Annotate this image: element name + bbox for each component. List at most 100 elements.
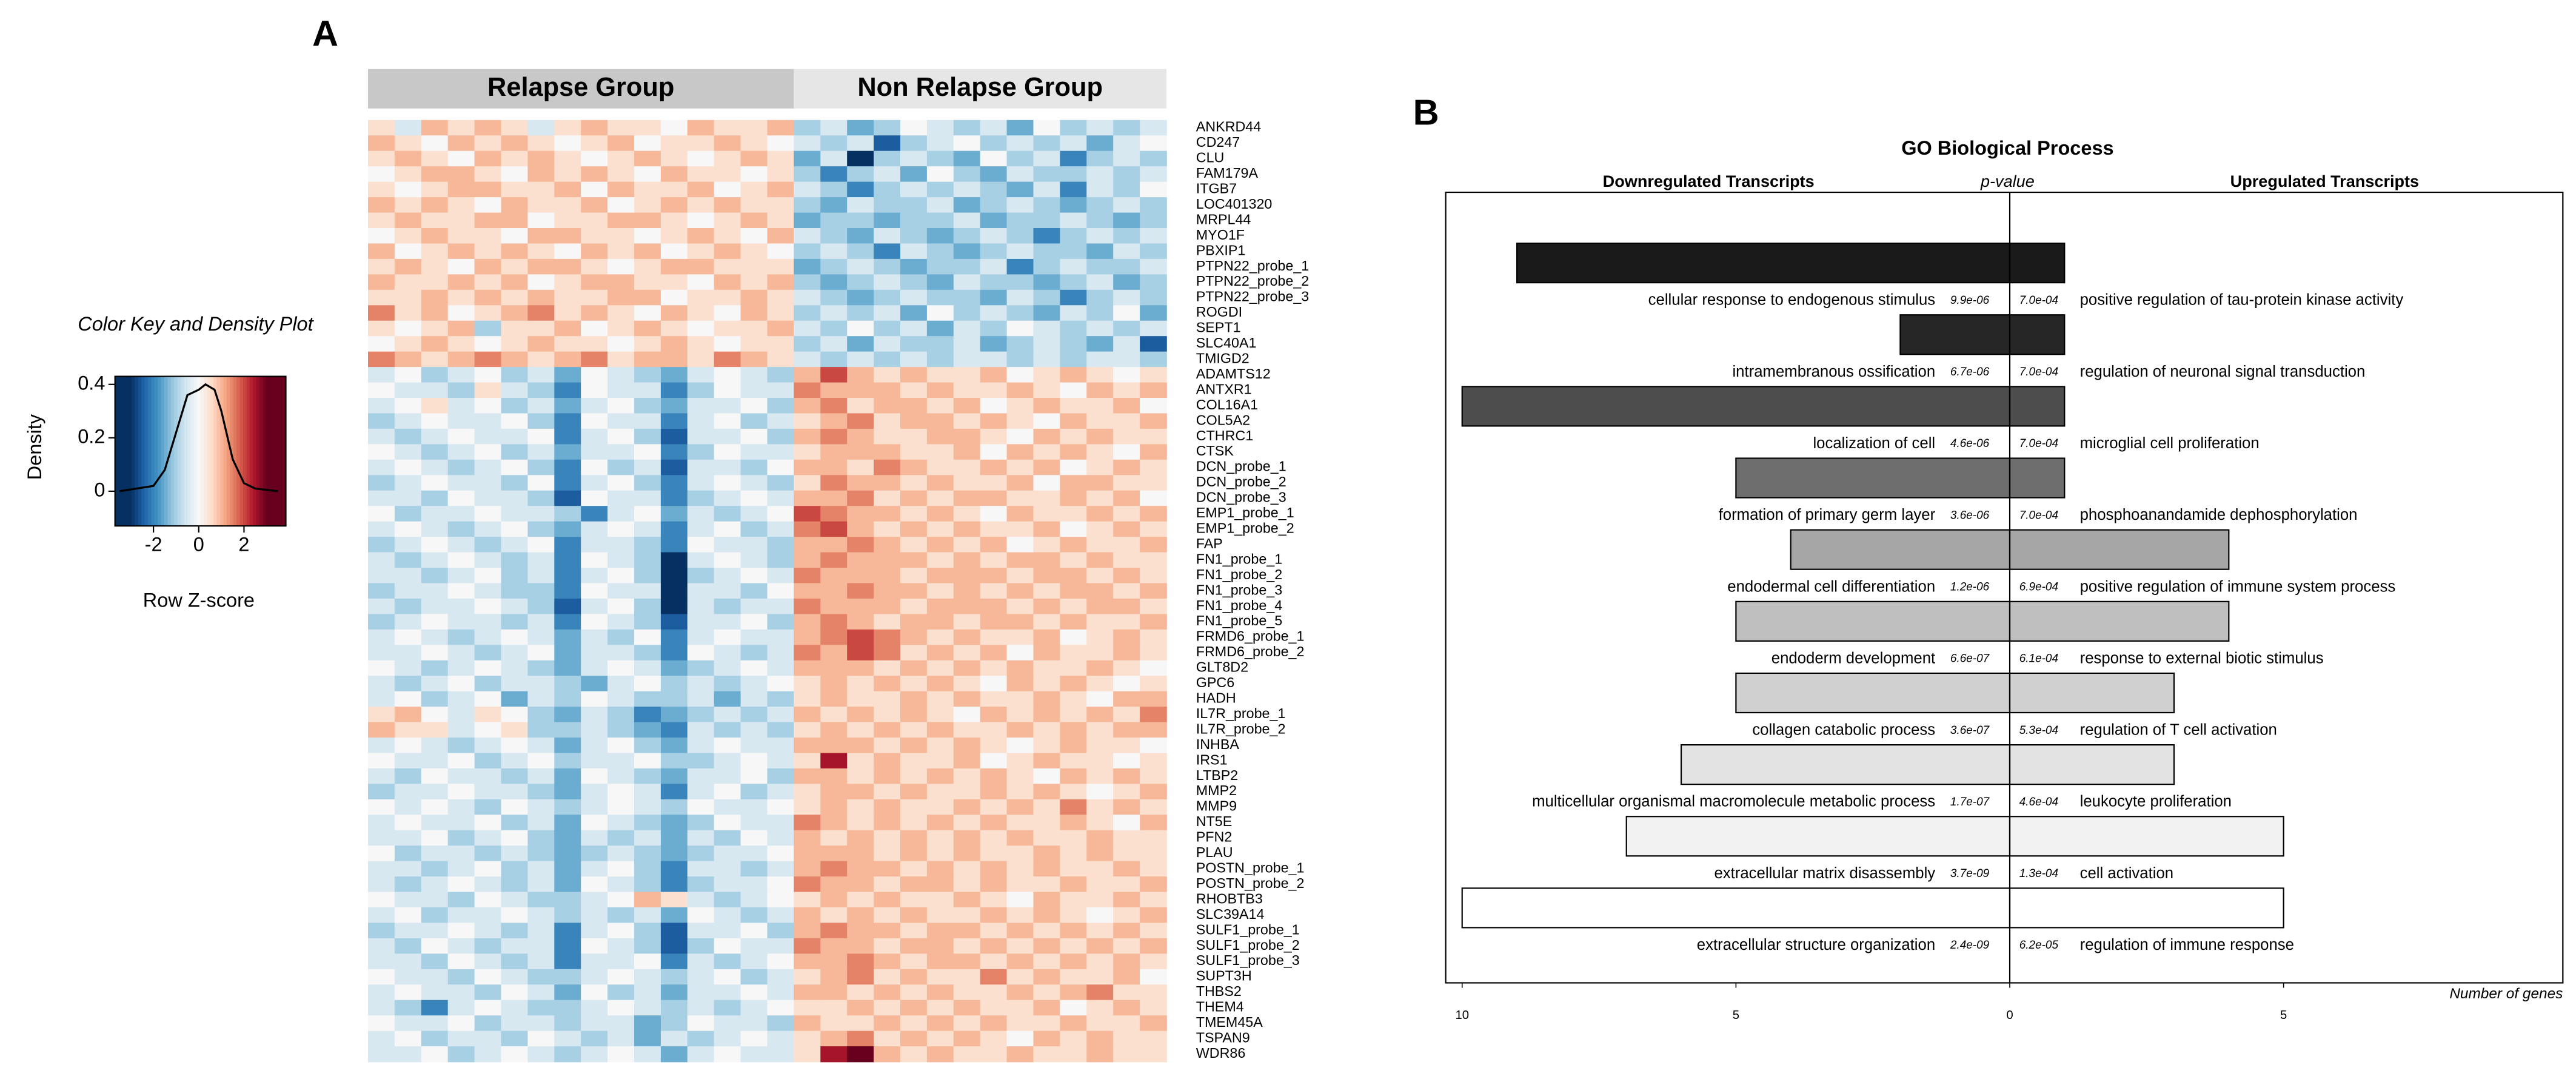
heatmap-cell <box>820 428 848 445</box>
heatmap-cell <box>447 629 475 646</box>
heatmap-cell <box>474 876 502 893</box>
heatmap-cell <box>554 459 582 476</box>
heatmap-cell <box>820 907 848 924</box>
down-pvalue: 3.6e-06 <box>1950 509 1990 522</box>
heatmap-cell <box>820 953 848 970</box>
heatmap-cell <box>660 861 688 877</box>
heatmap-cell <box>953 274 981 291</box>
heatmap-cell <box>953 799 981 816</box>
heatmap-cell <box>980 243 1008 260</box>
heatmap-cell <box>447 861 475 877</box>
heatmap-cell <box>368 459 395 476</box>
heatmap-cell <box>1113 135 1140 152</box>
heatmap-cell <box>394 953 422 970</box>
row-label: MMP9 <box>1196 798 1237 814</box>
density-line <box>119 383 278 492</box>
heatmap-cell <box>1060 923 1088 939</box>
heatmap-cell <box>874 289 901 306</box>
heatmap-cell <box>714 799 741 816</box>
heatmap-cell <box>1060 753 1088 769</box>
heatmap-cell <box>980 722 1008 738</box>
heatmap-cell <box>820 305 848 321</box>
heatmap-cell <box>740 351 768 368</box>
heatmap-cell <box>900 707 928 723</box>
heatmap-cell <box>820 289 848 306</box>
heatmap-cell <box>980 815 1008 831</box>
heatmap-cell <box>820 444 848 460</box>
row-label: EMP1_probe_2 <box>1196 520 1294 536</box>
heatmap-cell <box>1006 336 1034 352</box>
heatmap-cell <box>421 568 449 584</box>
heatmap-cell <box>847 506 874 522</box>
heatmap-cell <box>1006 552 1034 568</box>
heatmap-cell <box>1060 197 1088 213</box>
heatmap-cell <box>820 845 848 862</box>
heatmap-cell <box>1060 119 1088 136</box>
heatmap-cell <box>1086 768 1114 785</box>
heatmap-cell <box>527 1000 555 1016</box>
heatmap-cell <box>820 398 848 414</box>
heatmap-cell <box>1113 753 1140 769</box>
heatmap-cell <box>607 289 635 306</box>
row-label: LOC401320 <box>1196 196 1273 212</box>
heatmap-cell <box>447 768 475 785</box>
heatmap-cell <box>740 166 768 183</box>
heatmap-cell <box>926 583 954 599</box>
heatmap-cell <box>634 691 661 707</box>
heatmap-cell <box>687 1015 715 1032</box>
heatmap-cell <box>368 984 395 1001</box>
heatmap-cell <box>1113 707 1140 723</box>
heatmap-cell <box>554 707 582 723</box>
heatmap-cell <box>1006 568 1034 584</box>
heatmap-cell <box>368 784 395 800</box>
heatmap-cell <box>634 243 661 260</box>
heatmap-cell <box>474 938 502 955</box>
heatmap-cell <box>368 799 395 816</box>
heatmap-cell <box>926 876 954 893</box>
heatmap-cell <box>740 227 768 244</box>
heatmap-cell <box>740 1046 768 1063</box>
heatmap-cell <box>874 166 901 183</box>
heatmap-cell <box>527 984 555 1001</box>
heatmap-cell <box>820 521 848 537</box>
heatmap-cell <box>847 289 874 306</box>
heatmap-cell <box>767 645 795 661</box>
heatmap-cell <box>874 521 901 537</box>
heatmap-cell <box>421 907 449 924</box>
heatmap-cell <box>394 768 422 785</box>
heatmap-cell <box>447 691 475 707</box>
heatmap-cell <box>1140 969 1167 986</box>
heatmap-cell <box>926 722 954 738</box>
heatmap-cell <box>820 552 848 568</box>
heatmap-cell <box>740 243 768 260</box>
heatmap-cell <box>714 428 741 445</box>
heatmap-cell <box>421 181 449 198</box>
heatmap-cell <box>926 1015 954 1032</box>
heatmap-cell <box>926 413 954 429</box>
heatmap-cell <box>527 861 555 877</box>
heatmap-cell <box>820 258 848 275</box>
heatmap-cell <box>607 923 635 939</box>
heatmap-cell <box>1033 645 1061 661</box>
heatmap-cell <box>714 768 741 785</box>
heatmap-cell <box>421 212 449 229</box>
heatmap-cell <box>501 568 529 584</box>
heatmap-cell <box>1060 629 1088 646</box>
heatmap-cell <box>1006 753 1034 769</box>
heatmap-cell <box>794 953 821 970</box>
heatmap-cell <box>980 738 1008 754</box>
heatmap-cell <box>794 768 821 785</box>
heatmap-cell <box>820 738 848 754</box>
heatmap-cell <box>1113 351 1140 368</box>
heatmap-cell <box>368 738 395 754</box>
heatmap-cell <box>1033 537 1061 553</box>
heatmap-cell <box>820 459 848 476</box>
heatmap-cell <box>527 738 555 754</box>
heatmap-cell <box>926 799 954 816</box>
heatmap-cell <box>1033 707 1061 723</box>
heatmap-cell <box>926 707 954 723</box>
heatmap-cell <box>447 845 475 862</box>
heatmap-cell <box>847 784 874 800</box>
heatmap-cell <box>900 984 928 1001</box>
heatmap-cell <box>581 907 608 924</box>
